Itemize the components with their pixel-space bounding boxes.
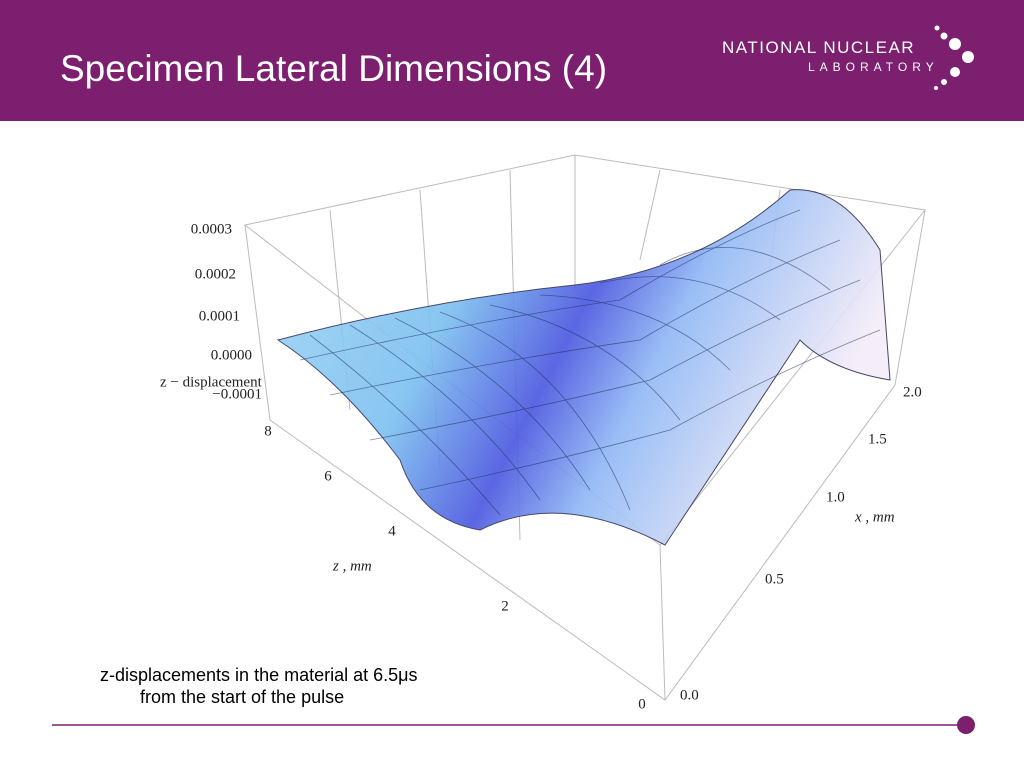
x-tick-label: 0.5: [765, 571, 784, 587]
z-tick-label: 0.0000: [211, 347, 252, 363]
x-tick-label: 1.5: [868, 431, 887, 447]
slide-title: Specimen Lateral Dimensions (4): [60, 48, 608, 89]
z-tick-label: 0.0002: [195, 266, 236, 282]
x-tick-label: 0.0: [680, 687, 699, 703]
z-tick-label: 0.0003: [191, 221, 232, 237]
z-axis-label: z − displacement: [160, 374, 263, 390]
depth-tick-label: 4: [388, 523, 396, 539]
z-tick-label: −0.0001: [212, 386, 262, 402]
caption-line: z-displacements in the material at 6.5μs: [100, 665, 418, 685]
x-tick-label: 2.0: [903, 384, 922, 400]
logo-dots: [934, 25, 974, 90]
footer-dot: [957, 716, 975, 734]
z-tick-label: 0.0001: [199, 308, 240, 324]
logo-text: LABORATORY: [808, 60, 939, 74]
depth-tick-label: 8: [264, 423, 272, 439]
depth-tick-label: 2: [501, 598, 509, 614]
x-axis-label: x , mm: [854, 509, 895, 525]
header: Specimen Lateral Dimensions (4) NATIONAL…: [0, 0, 1024, 121]
depth-tick-label: 6: [324, 468, 332, 484]
surface-mesh: [299, 209, 881, 516]
caption-line: from the start of the pulse: [140, 687, 345, 707]
depth-tick-label: 0: [638, 696, 646, 712]
caption: z-displacements in the material at 6.5μs…: [100, 664, 418, 708]
logo-text: NATIONAL NUCLEAR: [722, 38, 916, 57]
x-tick-label: 1.0: [826, 489, 845, 505]
depth-axis-label: z , mm: [332, 558, 372, 574]
surface: [276, 189, 891, 546]
